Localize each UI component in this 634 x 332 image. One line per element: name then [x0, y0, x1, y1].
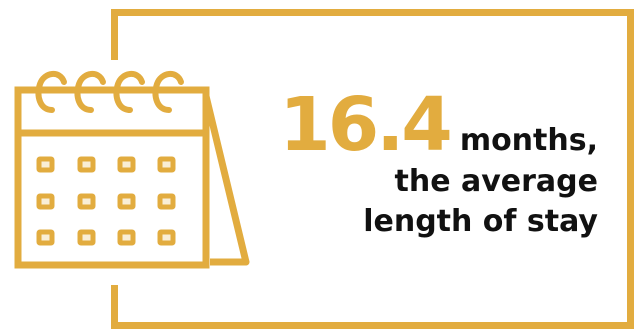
stat-value: 16.4 — [279, 82, 453, 168]
stat-caption-line-2: the average — [394, 164, 599, 199]
stat-line-1: 16.4 months, — [279, 88, 598, 162]
stat-block: 16.4 months, the average length of stay — [279, 88, 598, 242]
stat-unit: months, — [459, 123, 598, 158]
stat-caption-line-3: length of stay — [363, 204, 598, 239]
